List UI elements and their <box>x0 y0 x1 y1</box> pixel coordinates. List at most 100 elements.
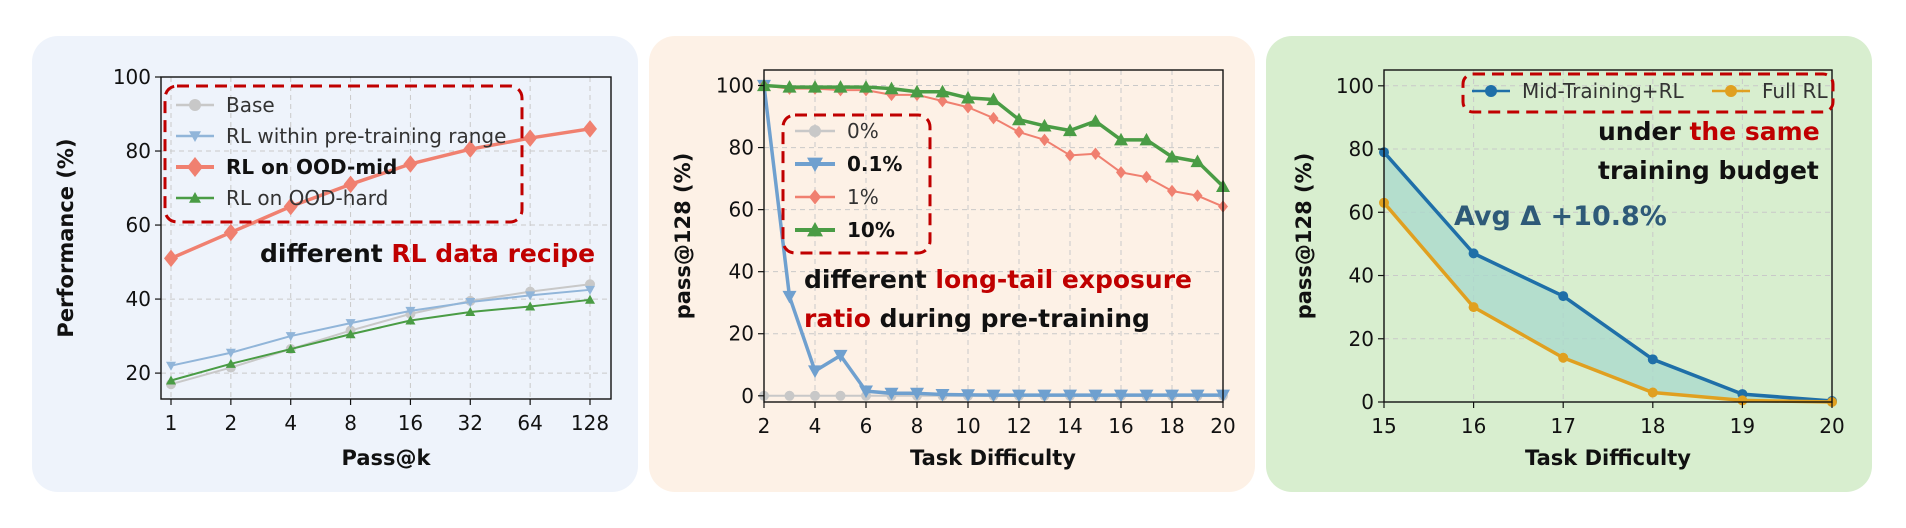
p1-point-rl-on-ood-hard <box>465 307 476 317</box>
p2-point-0-1 <box>910 387 924 401</box>
p2-point-10 <box>1088 114 1103 127</box>
p2-ticks: 2 4 6 8 10 12 14 16 18 20 0 20 40 60 80 100 <box>716 74 1236 438</box>
p2-point-0-1 <box>986 389 1001 403</box>
p1-xtick-label: 64 <box>517 411 542 435</box>
p2-point-1 <box>1014 125 1024 139</box>
p1-legend-label-base: Base <box>226 93 275 117</box>
p3-legend: Mid-Training+RL Full RL <box>1472 79 1828 103</box>
p2-point-0-1 <box>961 389 975 402</box>
p3-point-full-rl <box>1737 395 1748 406</box>
p1-xtick-label: 1 <box>165 411 178 435</box>
panel-2-background <box>649 36 1255 492</box>
p2-point-1 <box>1090 147 1101 161</box>
p1-point-rl-on-ood-hard <box>525 301 536 311</box>
p2-point-0-1 <box>1139 389 1154 403</box>
p2-annotation-line-1: different long-tail exposure <box>804 265 1192 294</box>
p1-legend-box <box>163 84 524 224</box>
p1-point-rl-on-ood-hard <box>345 329 356 339</box>
p2-point-1 <box>1039 133 1050 147</box>
p2-xtick-label: 18 <box>1159 414 1184 438</box>
p1-ticks: 1 2 4 8 16 32 64 128 20 40 60 80 100 <box>113 65 609 435</box>
p1-line-rl-on-ood-hard <box>170 298 591 382</box>
p2-xtick-label: 6 <box>860 414 873 438</box>
p1-ytick-label: 60 <box>126 213 151 237</box>
p3-ytick-label: 80 <box>1349 137 1374 161</box>
p1-point-rl-on-ood-mid <box>583 120 597 138</box>
p2-x-axis-label: Task Difficulty <box>910 446 1076 470</box>
p1-point-rl-within-pre-training-range <box>405 306 416 316</box>
p1-legend-label-rl-within-pre-training-range: RL within pre-training range <box>226 124 506 148</box>
p3-point-mid-training-rl <box>1647 354 1658 365</box>
p2-point-1 <box>1141 170 1152 184</box>
p3-point-mid-training-rl <box>1558 291 1569 302</box>
p3-xtick-label: 18 <box>1640 414 1665 438</box>
p1-point-rl-on-ood-hard <box>285 344 296 354</box>
p2-point-10 <box>1063 123 1077 137</box>
p2-point-10 <box>961 90 975 104</box>
p2-point-0-1 <box>808 365 822 378</box>
p1-legend-marker-rl-on-ood-mid <box>187 157 203 177</box>
p2-ytick-label: 40 <box>729 260 754 284</box>
p2-point-0-1 <box>1114 389 1128 403</box>
p2-legend-label-1: 1% <box>847 185 879 209</box>
p2-point-0-1 <box>1088 389 1103 403</box>
p1-point-rl-within-pre-training-range <box>166 361 176 371</box>
p2-point-10 <box>1037 118 1052 132</box>
p2-xtick-label: 8 <box>911 414 924 438</box>
p1-xtick-label: 4 <box>284 411 297 435</box>
chart-budget-comparison: 15 16 17 18 19 20 0 20 40 60 80 100 Task Difficulty… <box>1292 69 1845 470</box>
p1-point-rl-on-ood-hard <box>585 294 595 304</box>
p2-point-10 <box>1139 132 1154 146</box>
p2-xtick-label: 20 <box>1210 414 1235 438</box>
p3-xtick-label: 16 <box>1461 414 1486 438</box>
p2-annotation-prefix: different <box>804 265 935 294</box>
p1-line-base <box>170 283 591 386</box>
p2-point-0 <box>835 390 846 401</box>
p1-point-rl-within-pre-training-range <box>285 332 296 342</box>
p1-ytick-label: 40 <box>126 287 151 311</box>
p1-xtick-label: 128 <box>571 411 609 435</box>
p3-ytick-label: 0 <box>1361 390 1374 414</box>
p2-y-axis-label: pass@128 (%) <box>671 153 695 320</box>
p2-point-0-1 <box>1063 389 1077 403</box>
p3-point-mid-training-rl <box>1468 248 1479 259</box>
p2-point-0-1 <box>859 385 873 399</box>
p2-point-0-1 <box>1012 389 1026 403</box>
p2-ytick-label: 0 <box>741 384 754 408</box>
p2-annotation-suffix: during pre-training <box>871 304 1150 333</box>
p2-point-10 <box>935 84 950 98</box>
p2-point-10 <box>859 80 873 93</box>
chart-exposure-ratio: 2 4 6 8 10 12 14 16 18 20 0 20 40 60 80 100 Task Diffic… <box>671 69 1236 470</box>
p3-line-full-rl <box>1382 201 1833 404</box>
p1-point-rl-within-pre-training-range <box>585 285 595 295</box>
p1-xtick-label: 2 <box>224 411 237 435</box>
p2-point-10 <box>833 80 848 93</box>
p2-legend: 0% 0.1% 1% 10% <box>795 119 902 242</box>
p1-xtick-label: 32 <box>458 411 483 435</box>
p2-xtick-label: 12 <box>1006 414 1031 438</box>
p3-annotation-prefix: under <box>1598 117 1689 146</box>
p2-legend-label-0: 0% <box>847 119 879 143</box>
p1-ytick-label: 80 <box>126 139 151 163</box>
p2-ytick-label: 60 <box>729 198 754 222</box>
p2-point-0-1 <box>1165 389 1179 403</box>
p2-point-0-1 <box>935 388 950 402</box>
p3-legend-box <box>1461 72 1835 114</box>
p3-annotation-line-2: training budget <box>1598 156 1819 185</box>
p2-point-10 <box>782 80 797 93</box>
p2-point-0-1 <box>1190 389 1205 403</box>
p1-legend-label-rl-on-ood-hard: RL on OOD-hard <box>226 186 388 210</box>
p3-xtick-label: 17 <box>1550 414 1575 438</box>
p1-ytick-label: 100 <box>113 65 151 89</box>
p2-point-10 <box>910 84 924 98</box>
p1-point-rl-on-ood-hard <box>405 315 416 325</box>
p1-xtick-label: 8 <box>344 411 357 435</box>
p2-legend-label-10: 10% <box>847 218 895 242</box>
p1-point-rl-on-ood-hard <box>166 375 176 385</box>
p3-point-full-rl <box>1558 352 1569 363</box>
p3-annotation-highlight: the same <box>1689 117 1819 146</box>
p3-legend-label-mid-training-rl: Mid-Training+RL <box>1522 79 1684 103</box>
p2-legend-label-0-1: 0.1% <box>847 152 902 176</box>
p2-point-1 <box>1116 166 1126 179</box>
p2-xtick-label: 14 <box>1057 414 1082 438</box>
